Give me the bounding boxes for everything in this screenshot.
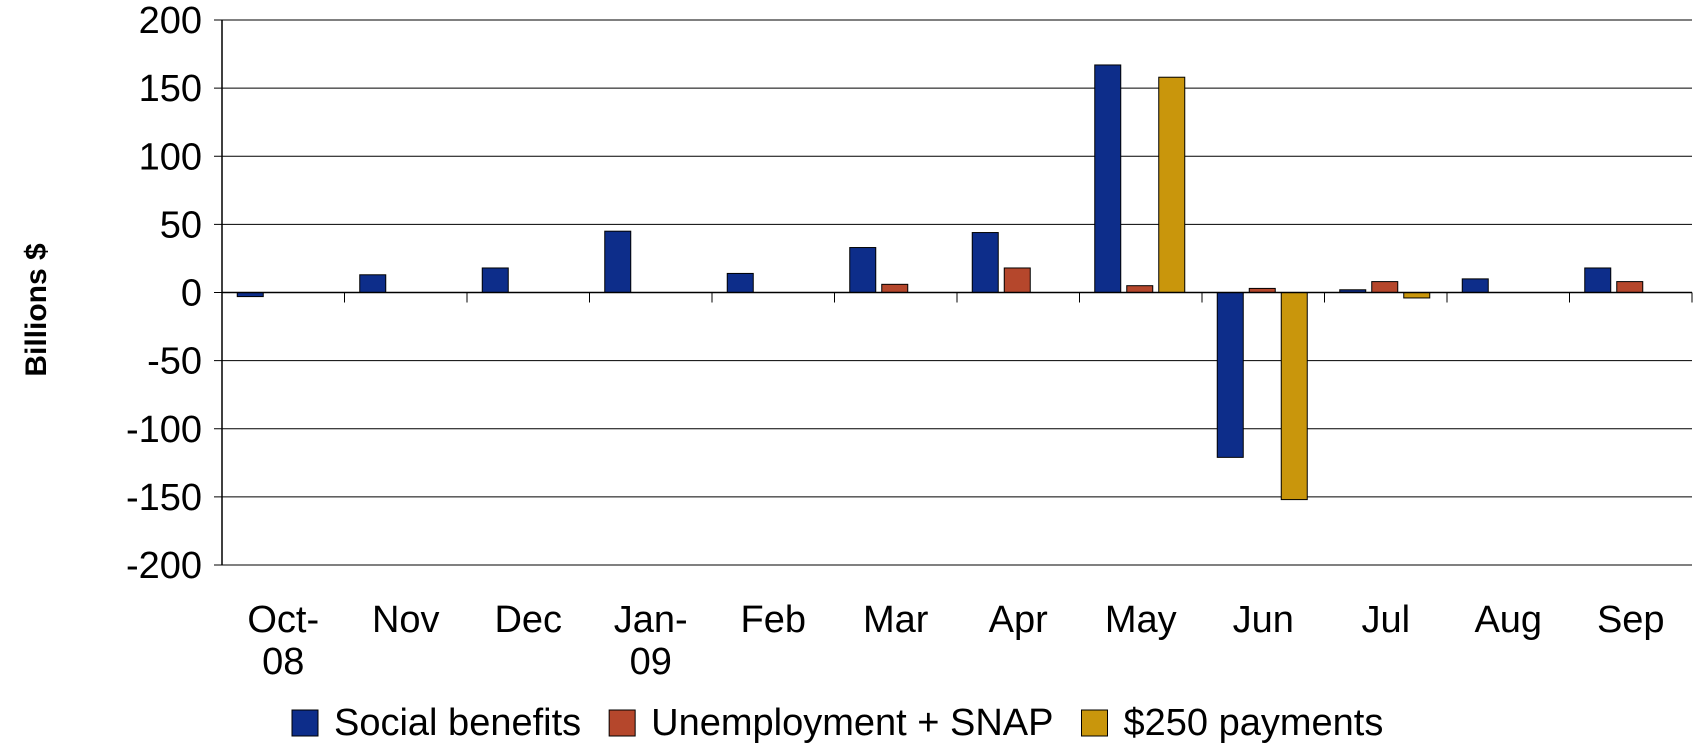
x-tick-labels: Oct-08 Nov Dec Jan-09 Feb Mar Apr May Jun Jul Aug S…: [247, 599, 1664, 683]
y-tick-label: 50: [160, 204, 202, 246]
gridlines: [222, 19, 1692, 566]
legend-swatch: [608, 709, 636, 737]
x-tick-label: Aug: [1474, 599, 1542, 641]
bar-social-benefits-may: [1094, 64, 1122, 294]
bar-social-benefits-nov: [359, 274, 387, 294]
bar-social-benefits-apr: [971, 232, 999, 294]
bars: [236, 64, 1644, 501]
x-tick-label: Mar: [863, 599, 929, 641]
bar-social-benefits-dec: [481, 267, 509, 294]
y-tick-label: 150: [139, 68, 202, 110]
bar--250-payments-jun: [1280, 292, 1308, 501]
y-tick-label: -100: [126, 409, 202, 451]
y-tick-label: 200: [139, 0, 202, 42]
x-tick-label: Jul: [1361, 599, 1410, 641]
bar-social-benefits-jun: [1216, 292, 1244, 458]
x-tick-label: Jun: [1233, 599, 1294, 641]
x-tick-label: Nov: [372, 599, 440, 641]
legend-label: $250 payments: [1124, 702, 1384, 744]
bar-unemployment-snap-jul: [1371, 281, 1399, 294]
x-tick-label: Sep: [1597, 599, 1665, 641]
y-tick-label: 100: [139, 136, 202, 178]
bar-social-benefits-aug: [1461, 278, 1489, 293]
axes: [214, 19, 1693, 566]
bar-unemployment-snap-mar: [881, 283, 909, 294]
y-tick-label: -150: [126, 477, 202, 519]
x-tick-label: Dec: [494, 599, 562, 641]
bar-unemployment-snap-sep: [1616, 281, 1644, 294]
bar-social-benefits-feb: [726, 272, 754, 293]
y-tick-label: 0: [181, 273, 202, 315]
bar--250-payments-may: [1158, 76, 1186, 293]
y-tick-label: -50: [147, 341, 202, 383]
y-tick-label: -200: [126, 545, 202, 587]
x-tick-label: Apr: [989, 599, 1048, 641]
y-tick-labels: 200 150 100 50 0 -50 -100 -150 -200: [126, 0, 202, 587]
bar-social-benefits-mar: [849, 247, 877, 294]
bar-unemployment-snap-apr: [1003, 267, 1031, 294]
bar-social-benefits-sep: [1584, 267, 1612, 294]
x-tick-label: Oct-08: [247, 599, 319, 683]
bar--250-payments-jul: [1403, 292, 1431, 299]
x-tick-label: May: [1105, 599, 1177, 641]
x-tick-label: Feb: [741, 599, 806, 641]
legend-swatch: [1081, 709, 1108, 737]
x-tick-label: Jan-09: [614, 599, 688, 683]
legend-swatch: [291, 709, 319, 737]
y-axis-label: Billions $: [20, 243, 53, 377]
bar-unemployment-snap-may: [1126, 285, 1154, 293]
legend: Social benefits Unemployment + SNAP $250 p…: [291, 702, 1384, 744]
bar-social-benefits-jan-09: [604, 230, 632, 293]
legend-label: Social benefits: [334, 702, 581, 744]
legend-label: Unemployment + SNAP: [651, 702, 1053, 744]
